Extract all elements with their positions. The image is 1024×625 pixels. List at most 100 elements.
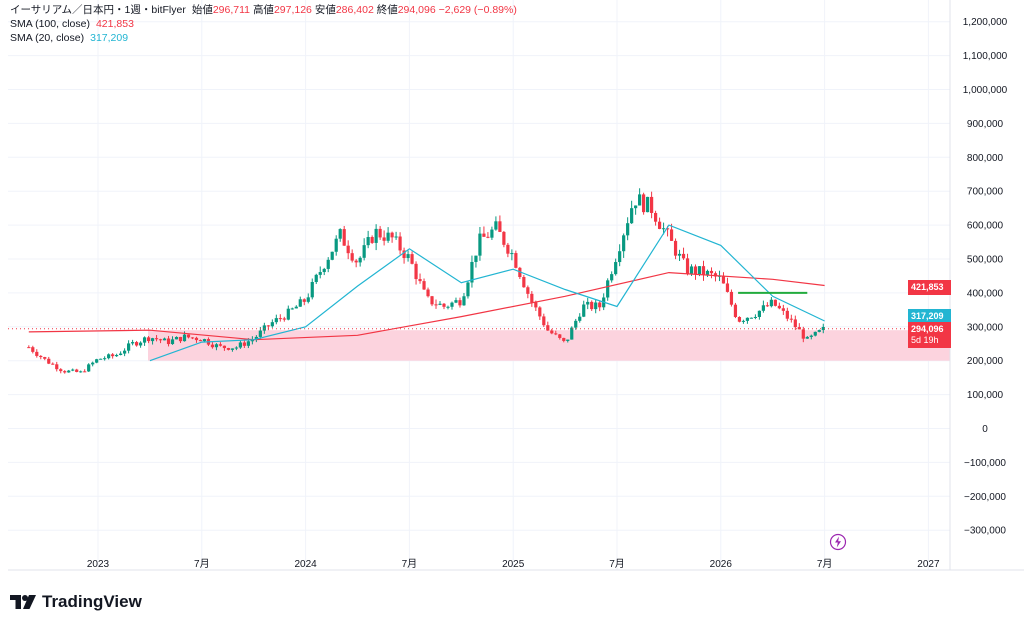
candle — [482, 226, 486, 237]
candle — [274, 314, 278, 325]
price-axis-label: 1,000,000 — [963, 85, 1008, 96]
candle — [582, 300, 586, 318]
candle — [115, 353, 119, 357]
candle — [358, 256, 362, 267]
candle — [39, 355, 43, 360]
candle — [650, 191, 654, 219]
candle — [270, 319, 274, 328]
candle — [198, 339, 203, 342]
candle — [494, 216, 498, 231]
candle — [382, 230, 386, 246]
candle — [334, 235, 338, 256]
sma20-row[interactable]: SMA (20, close) 317,209 — [10, 31, 517, 45]
candle — [63, 370, 67, 374]
sma20-line[interactable] — [149, 224, 825, 362]
candle — [422, 278, 426, 290]
candle — [817, 329, 821, 333]
candle — [354, 259, 358, 268]
sma20-price-tag: 317,209 — [908, 309, 951, 324]
candle — [346, 240, 350, 260]
price-axis-label: 900,000 — [967, 119, 1004, 130]
candle — [31, 345, 35, 354]
candle — [338, 228, 342, 242]
price-axis-label: 800,000 — [967, 153, 1004, 164]
candle — [622, 233, 626, 258]
price-axis-label: 500,000 — [967, 255, 1004, 266]
candle — [178, 336, 183, 344]
candle — [721, 272, 726, 284]
candle — [474, 255, 478, 268]
price-axis[interactable]: 1,200,000 1,100,000 1,000,000 900,000 800,00… — [963, 17, 1008, 537]
high-label: 高値 — [252, 4, 274, 16]
candle — [134, 340, 139, 347]
candle — [506, 242, 510, 258]
candle — [657, 217, 662, 230]
candle — [490, 226, 494, 240]
candle — [131, 339, 135, 346]
candle — [111, 353, 115, 359]
time-axis-label: 7月 — [609, 558, 625, 570]
price-axis-label: −300,000 — [964, 526, 1006, 537]
tradingview-wordmark: TradingView — [42, 592, 142, 611]
support-zone[interactable] — [148, 330, 950, 361]
candle — [737, 316, 742, 323]
candle — [574, 318, 578, 330]
price-axis-label: 200,000 — [967, 356, 1004, 367]
lightning-icon[interactable] — [829, 533, 847, 551]
sma20-tag-text: 317,209 — [911, 311, 944, 321]
candle — [374, 224, 378, 251]
candle — [414, 261, 418, 285]
high-value: 297,126 — [273, 4, 312, 16]
candle — [87, 363, 91, 372]
candles[interactable] — [27, 188, 825, 374]
price-axis-label: −100,000 — [964, 458, 1006, 469]
tradingview-logo-icon — [10, 595, 36, 609]
price-axis-label: 1,200,000 — [963, 17, 1008, 28]
candle — [162, 337, 167, 341]
candle — [119, 351, 123, 356]
candle — [630, 200, 634, 224]
candle — [314, 273, 318, 285]
candle — [75, 368, 79, 373]
candle — [646, 196, 650, 213]
candle — [725, 277, 730, 293]
candle — [546, 321, 550, 331]
candle — [378, 226, 382, 240]
sma100-row[interactable]: SMA (100, close) 421,853 — [10, 17, 517, 31]
candle — [446, 305, 450, 310]
candle — [278, 314, 282, 322]
candle — [27, 345, 31, 349]
candle — [442, 302, 446, 310]
candle — [542, 313, 546, 327]
candle — [266, 325, 270, 331]
candle — [418, 273, 422, 284]
candle — [522, 275, 526, 288]
candle — [502, 230, 506, 248]
candle — [526, 285, 530, 299]
candle — [462, 293, 466, 306]
candle — [653, 210, 658, 226]
sma100-line[interactable] — [28, 271, 825, 341]
price-axis-label: 400,000 — [967, 288, 1004, 299]
candle — [170, 336, 175, 345]
candle — [67, 369, 71, 373]
time-axis-label: 2027 — [917, 559, 940, 570]
tradingview-logo[interactable]: TradingView — [10, 592, 142, 612]
candle — [741, 319, 746, 324]
candle — [709, 267, 714, 279]
candle — [138, 341, 143, 348]
candle — [805, 335, 809, 339]
candle — [749, 317, 754, 319]
candle — [733, 302, 738, 319]
candle — [745, 317, 750, 324]
candle — [398, 232, 402, 255]
time-axis-label: 2026 — [710, 559, 733, 570]
candle — [693, 264, 698, 280]
candle — [478, 226, 482, 261]
open-label: 始値 — [191, 4, 213, 16]
candle — [801, 326, 805, 343]
candle — [701, 260, 706, 281]
time-axis[interactable]: 2023 7月 2024 7月 2025 7月 2026 7月 2027 — [87, 558, 940, 570]
candle — [705, 269, 710, 277]
